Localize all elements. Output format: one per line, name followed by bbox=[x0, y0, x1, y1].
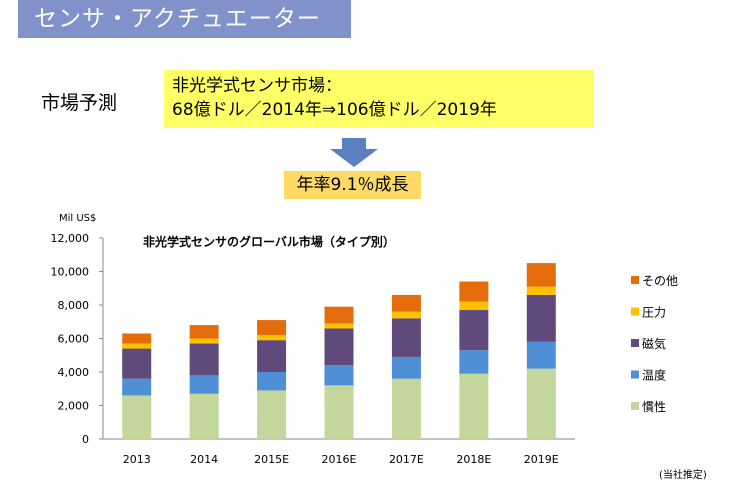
x-tick-label: 2015E bbox=[254, 453, 289, 466]
legend-label: その他 bbox=[642, 274, 678, 288]
bar-segment bbox=[526, 263, 556, 287]
bar-segment bbox=[189, 338, 219, 344]
bar-segment bbox=[459, 281, 489, 302]
bar-segment bbox=[459, 373, 489, 439]
headline-line-1: 非光学式センサ市場： bbox=[172, 76, 342, 96]
bar-segment bbox=[189, 393, 219, 439]
x-tick-label: 2018E bbox=[456, 453, 491, 466]
bar-segment bbox=[391, 356, 421, 379]
legend-swatch bbox=[631, 402, 639, 410]
legend-swatch bbox=[631, 307, 639, 316]
bar-segment bbox=[459, 310, 489, 351]
y-tick-label: 10,000 bbox=[51, 266, 90, 279]
bar-segment bbox=[257, 335, 287, 341]
bar-segment bbox=[122, 348, 152, 379]
bar-segment bbox=[391, 378, 421, 439]
bar-segment bbox=[324, 365, 354, 386]
bar-segment bbox=[122, 333, 152, 344]
y-axis-unit-label: Mil US$ bbox=[59, 213, 97, 224]
headline-box: 非光学式センサ市場： 68億ドル／2014年⇒106億ドル／2019年 bbox=[164, 70, 594, 128]
bar-segment bbox=[459, 301, 489, 311]
y-tick-label: 8,000 bbox=[58, 299, 90, 312]
page-title: センサ・アクチュエーター bbox=[18, 0, 351, 38]
bar-segment bbox=[526, 286, 556, 295]
bar-segment bbox=[526, 294, 556, 342]
legend-swatch bbox=[631, 339, 639, 347]
bar-segment bbox=[324, 328, 354, 366]
x-tick-label: 2019E bbox=[524, 453, 559, 466]
x-tick-label: 2016E bbox=[322, 453, 357, 466]
bar-segment bbox=[391, 318, 421, 357]
x-tick-label: 2017E bbox=[389, 453, 424, 466]
bar-segment bbox=[526, 368, 556, 439]
bar-segment bbox=[391, 311, 421, 319]
bar-segment bbox=[257, 340, 287, 372]
legend-label: 圧力 bbox=[642, 306, 666, 320]
bar-segment bbox=[257, 320, 287, 336]
estimate-note: (当社推定) bbox=[659, 470, 707, 481]
bar-segment bbox=[324, 323, 354, 329]
bar-segment bbox=[122, 395, 152, 439]
chart-title: 非光学式センサのグローバル市場（タイプ別） bbox=[143, 235, 395, 249]
legend-label: 温度 bbox=[642, 368, 666, 383]
y-tick-label: 6,000 bbox=[58, 333, 90, 346]
x-tick-label: 2013 bbox=[123, 453, 151, 466]
forecast-label: 市場予測 bbox=[41, 92, 118, 114]
y-tick-label: 2,000 bbox=[58, 400, 90, 413]
bar-segment bbox=[391, 294, 421, 312]
legend-label: 磁気 bbox=[642, 336, 666, 351]
legend-swatch bbox=[631, 370, 639, 379]
y-tick-label: 0 bbox=[82, 433, 89, 446]
bar-segment bbox=[189, 343, 219, 376]
down-arrow-icon bbox=[330, 138, 378, 167]
headline-line-2: 68億ドル／2014年⇒106億ドル／2019年 bbox=[172, 100, 497, 120]
bar-segment bbox=[324, 385, 354, 439]
y-tick-label: 4,000 bbox=[58, 366, 90, 379]
growth-rate-badge: 年率9.1％成長 bbox=[284, 171, 421, 199]
bar-segment bbox=[257, 390, 287, 439]
bar-segment bbox=[526, 341, 556, 369]
bar-segment bbox=[459, 350, 489, 374]
bar-segment bbox=[122, 378, 152, 396]
bar-segment bbox=[122, 343, 152, 349]
legend-label: 慣性 bbox=[642, 399, 666, 414]
bar-segment bbox=[324, 306, 354, 324]
y-tick-label: 12,000 bbox=[51, 232, 90, 245]
bar-segment bbox=[189, 325, 219, 339]
bar-segment bbox=[189, 375, 219, 394]
bar-segment bbox=[257, 372, 287, 391]
legend-swatch bbox=[631, 276, 639, 284]
x-tick-label: 2014 bbox=[190, 453, 218, 466]
